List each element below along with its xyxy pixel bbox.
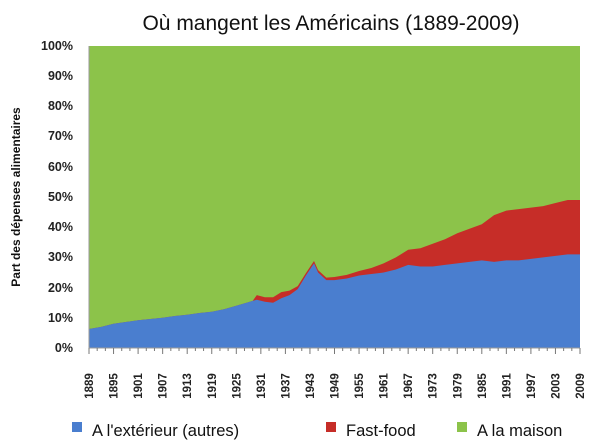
x-tick-label: 1937: [280, 373, 292, 399]
y-tick-label: 20%: [48, 281, 73, 295]
x-tick-label: 1979: [452, 373, 464, 399]
x-tick-marks: [88, 348, 581, 354]
y-tick-label: 70%: [48, 129, 73, 143]
legend-label-a-la-maison: A la maison: [477, 422, 562, 440]
x-tick-label: 1955: [354, 373, 366, 399]
x-tick-label: 1895: [109, 373, 121, 399]
x-tick-label: 2009: [575, 373, 587, 399]
x-tick-label: 2003: [550, 373, 562, 399]
x-tick-label: 1997: [526, 373, 538, 399]
legend-label-exterieur: A l'extérieur (autres): [92, 422, 239, 440]
x-tick-labels: 1889 1895 1901 1907 1913 1919 1925 1931 1937 1943…: [84, 373, 587, 399]
y-tick-label: 100%: [41, 39, 73, 53]
x-tick-label: 1889: [84, 373, 96, 399]
y-tick-label: 30%: [48, 250, 73, 264]
x-tick-label: 1931: [256, 373, 268, 399]
x-tick-label: 1913: [182, 373, 194, 399]
x-tick-label: 1949: [330, 373, 342, 399]
x-tick-label: 1907: [158, 373, 170, 399]
y-tick-label: 40%: [48, 220, 73, 234]
x-tick-label: 1901: [133, 373, 145, 399]
y-tick-labels: 0% 10% 20% 30% 40% 50% 60% 70% 80% 90% 1…: [41, 39, 73, 355]
x-tick-label: 1991: [501, 373, 513, 399]
legend-swatch-fast-food: [326, 422, 336, 432]
x-tick-label: 1919: [207, 373, 219, 399]
y-tick-label: 90%: [48, 69, 73, 83]
y-axis-label: Part des dépenses alimentaires: [9, 107, 23, 287]
y-tick-label: 80%: [48, 99, 73, 113]
legend-swatch-exterieur: [72, 422, 82, 432]
x-tick-label: 1925: [231, 373, 243, 399]
chart-title: Où mangent les Américains (1889-2009): [142, 12, 519, 35]
y-tick-label: 60%: [48, 160, 73, 174]
x-tick-label: 1985: [477, 373, 489, 399]
x-tick-label: 1973: [428, 373, 440, 399]
y-tick-label: 50%: [48, 190, 73, 204]
series-area-exterieur-autres: [89, 254, 580, 348]
y-tick-label: 10%: [48, 311, 73, 325]
legend: A l'extérieur (autres) Fast-food A la ma…: [72, 422, 562, 440]
y-tick-label: 0%: [55, 341, 73, 355]
legend-swatch-a-la-maison: [457, 422, 467, 432]
x-tick-label: 1967: [403, 373, 415, 399]
x-tick-label: 1961: [379, 373, 391, 399]
legend-label-fast-food: Fast-food: [346, 422, 416, 440]
plot-area: [88, 46, 580, 349]
x-tick-label: 1943: [305, 373, 317, 399]
